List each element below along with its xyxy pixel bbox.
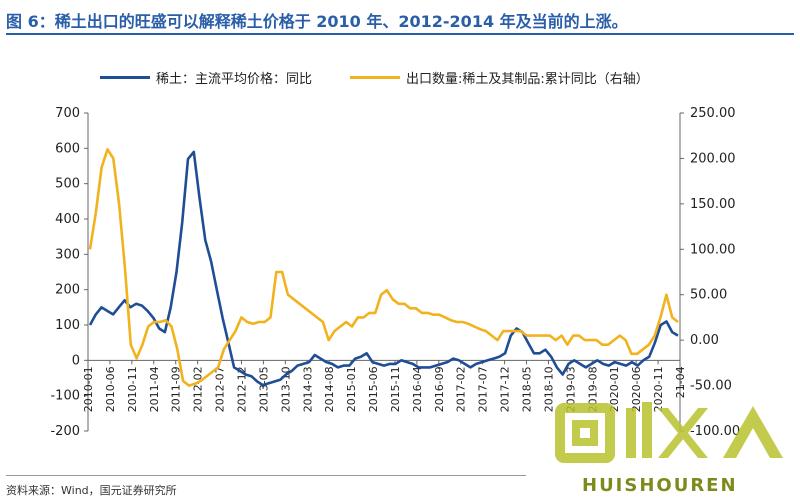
left-tick-label: 400 <box>55 212 80 227</box>
series-line-export <box>88 148 679 387</box>
left-tick-label: -200 <box>50 424 80 439</box>
x-tick-label: 2017-07 <box>477 366 490 412</box>
left-tick-label: 200 <box>55 283 80 298</box>
right-tick-label: 200.00 <box>690 151 736 166</box>
figure-title: 图 6：稀土出口的旺盛可以解释稀土价格于 2010 年、2012-2014 年及… <box>6 12 628 31</box>
x-tick-label: 2014-08 <box>323 366 336 412</box>
x-tick-label: 2010-01 <box>82 366 95 412</box>
x-tick-label: 2011-04 <box>148 366 161 412</box>
legend-item-price: 稀土：主流平均价格：同比 <box>100 68 312 87</box>
x-tick-label: 2017-12 <box>499 366 512 412</box>
title-rule <box>6 33 794 35</box>
right-tick-label: -50.00 <box>690 379 732 394</box>
x-tick-label: 2016-09 <box>433 366 446 412</box>
right-tick-label: 150.00 <box>690 197 736 212</box>
x-tick-label: 2010-11 <box>126 366 139 412</box>
left-tick-label: -100 <box>50 389 80 404</box>
right-tick-label: 250.00 <box>690 106 736 121</box>
x-tick-label: 2020-01 <box>608 366 621 412</box>
x-tick-label: 2015-01 <box>345 366 358 412</box>
x-tick-label: 2015-11 <box>389 366 402 412</box>
x-tick-label: 2018-10 <box>542 366 555 412</box>
x-tick-label: 2012-12 <box>235 366 248 412</box>
x-tick-label: 2020-06 <box>630 366 643 412</box>
right-tick-label: 0.00 <box>690 333 719 348</box>
series-line-price <box>88 150 679 387</box>
x-tick-label: 2013-05 <box>257 366 270 412</box>
x-tick-label: 2011-09 <box>170 366 183 412</box>
legend-swatch-export <box>350 76 401 79</box>
x-tick-label: 2019-03 <box>564 366 577 412</box>
left-tick-label: 500 <box>55 177 80 192</box>
left-tick-label: 700 <box>55 106 80 121</box>
legend-swatch-price <box>100 76 150 79</box>
legend-item-export: 出口数量:稀土及其制品:累计同比（右轴） <box>350 68 649 87</box>
x-tick-label: 2012-07 <box>214 366 227 412</box>
x-tick-label: 2016-04 <box>411 366 424 412</box>
left-tick-label: 600 <box>55 141 80 156</box>
x-tick-label: 2019-08 <box>586 366 599 412</box>
left-tick-label: 300 <box>55 247 80 262</box>
left-tick-label: 0 <box>72 353 80 368</box>
watermark-logo-icon <box>555 402 783 463</box>
x-tick-label: 2018-05 <box>521 366 534 412</box>
x-tick-label: 2015-06 <box>367 366 380 412</box>
right-tick-label: -100.00 <box>690 424 740 439</box>
watermark-text: HUISHOUREN <box>582 475 738 496</box>
x-tick-label: 2014-03 <box>301 366 314 412</box>
legend-label-price: 稀土：主流平均价格：同比 <box>156 72 313 87</box>
legend-label-export: 出口数量:稀土及其制品:累计同比（右轴） <box>406 72 649 87</box>
left-tick-label: 100 <box>55 318 80 333</box>
legend: 稀土：主流平均价格：同比 出口数量:稀土及其制品:累计同比（右轴） <box>100 68 687 87</box>
x-tick-label: 2020-11 <box>652 366 665 412</box>
source-rule <box>6 475 526 476</box>
right-tick-label: 50.00 <box>690 288 727 303</box>
x-tick-label: 21-04 <box>674 366 687 398</box>
x-tick-label: 2012-02 <box>192 366 205 412</box>
right-tick-label: 100.00 <box>690 242 736 257</box>
source-note: 资料来源：Wind，国元证券研究所 <box>6 484 177 497</box>
x-tick-label: 2010-06 <box>104 366 117 412</box>
x-tick-label: 2017-02 <box>455 366 468 412</box>
